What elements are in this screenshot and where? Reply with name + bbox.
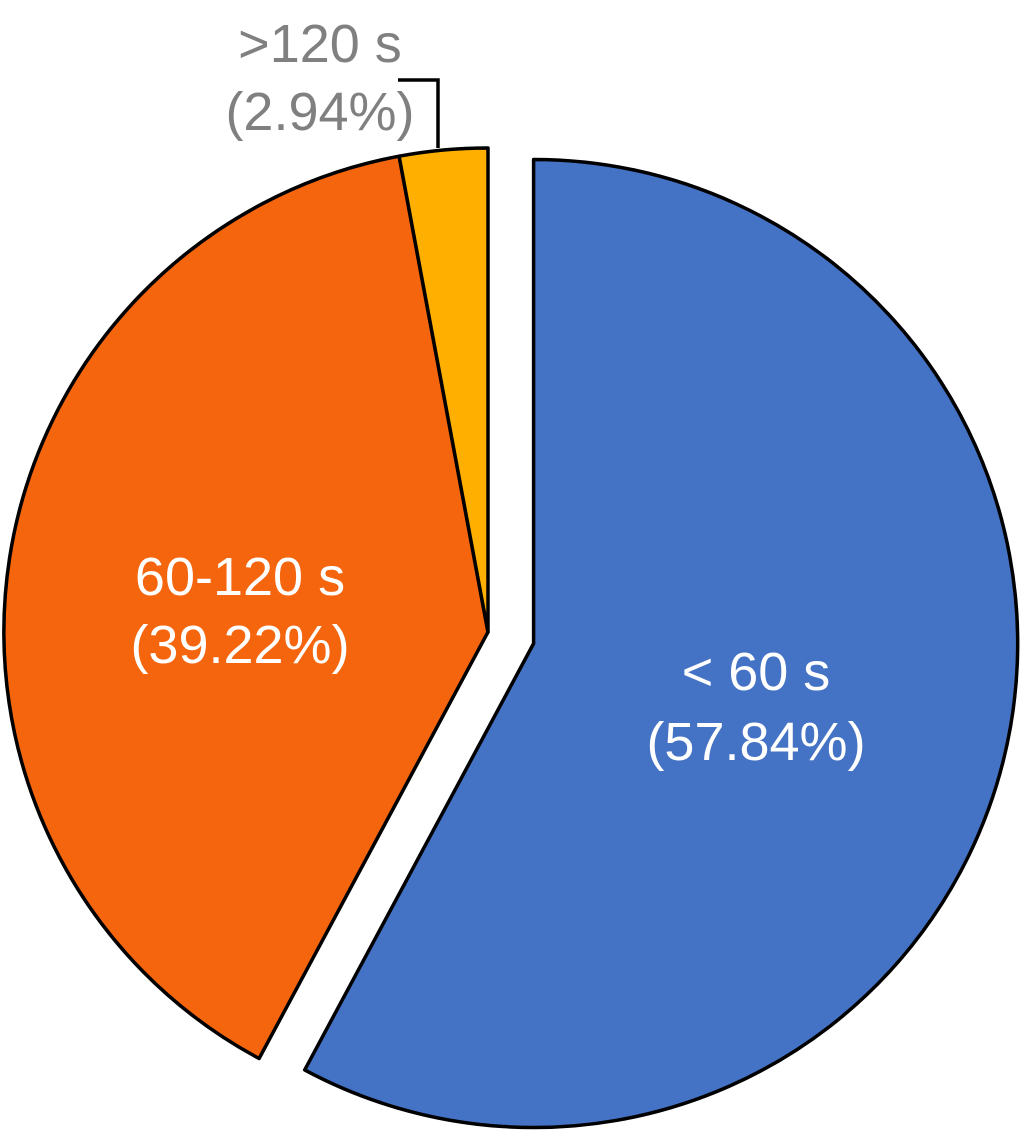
callout-leader-line: [398, 78, 440, 148]
pie-slice-label-over-120s-line2: (2.94%): [225, 82, 414, 142]
pie-slice-label-60-120s-line2: (39.22%): [130, 615, 349, 675]
pie-slice-60-120s: [2, 154, 490, 1061]
pie-slice-label-60-120s-line1: 60-120 s: [135, 547, 345, 607]
pie-slice-label-under-60s-line2: (57.84%): [646, 712, 865, 772]
pie-slice-over-120s: [397, 146, 490, 634]
pie-slice-label-under-60s-line1: < 60 s: [682, 642, 831, 702]
pie-slice-label-over-120s-line1: >120 s: [238, 14, 402, 74]
pie-slice-under-60s: [302, 157, 1020, 1130]
